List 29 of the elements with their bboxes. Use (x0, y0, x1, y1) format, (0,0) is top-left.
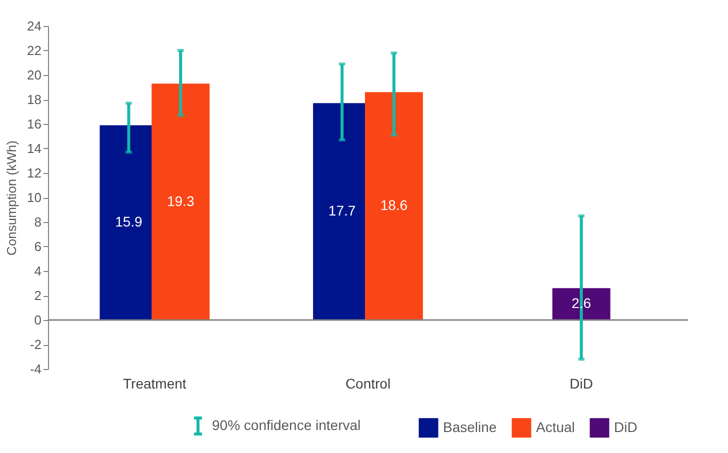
y-tick-label: 16 (27, 116, 42, 132)
y-tick-label: 10 (27, 190, 42, 205)
y-tick-label: 12 (27, 166, 42, 180)
legend-label: Baseline (443, 418, 497, 435)
legend-label: DiD (614, 418, 638, 435)
y-tick-label: 8 (34, 214, 42, 230)
x-tick-label: Treatment (123, 376, 186, 392)
y-tick-label: 2 (34, 288, 42, 303)
y-axis-title: Consumption (kWh) (4, 140, 20, 256)
data-label: 15.9 (115, 214, 143, 230)
legend-label: Actual (536, 418, 575, 435)
bar (152, 84, 210, 320)
y-tick-label: 6 (34, 239, 42, 254)
y-tick-label: 20 (27, 68, 42, 82)
data-label: 18.6 (380, 197, 408, 214)
y-tick-label: 4 (34, 264, 42, 278)
y-tick-label: 14 (27, 141, 42, 156)
y-tick-label: -4 (30, 362, 42, 376)
y-tick-label: 22 (27, 43, 42, 58)
data-label: 17.7 (328, 202, 356, 219)
y-tick-label: -2 (30, 337, 42, 352)
y-tick-label: 0 (34, 312, 42, 328)
x-tick-label: Control (345, 376, 391, 392)
y-tick-label: 18 (27, 92, 42, 107)
y-tick-label: 24 (27, 18, 42, 34)
text: 90% confidence interval (212, 417, 361, 433)
bar (364, 92, 423, 320)
data-label: 19.3 (166, 192, 194, 209)
x-tick-label: DiD (570, 376, 594, 392)
